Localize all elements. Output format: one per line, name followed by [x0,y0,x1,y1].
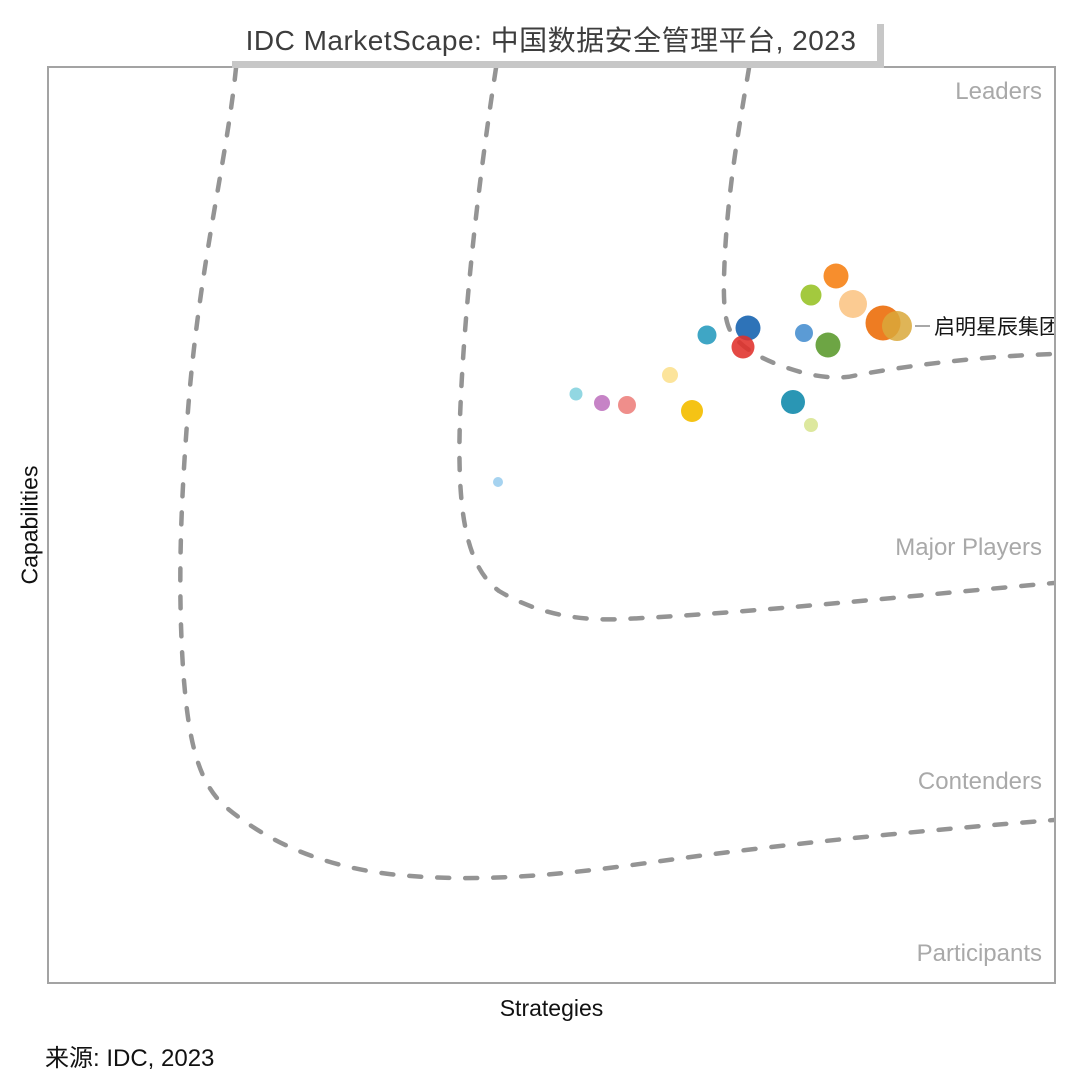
bubble [618,396,636,414]
boundary-major-players-leaders [721,68,1054,380]
bubble-layer [493,263,912,487]
region-boundaries [178,68,1054,881]
vendor-annotation: 启明星辰集团 [915,316,1054,339]
plot-area: Leaders Major Players Contenders Partici… [47,66,1056,984]
bubble [731,335,755,359]
chart-canvas: Leaders Major Players Contenders Partici… [178,68,1054,967]
bubble [697,325,717,345]
bubble [493,477,503,487]
bubble [569,387,583,401]
bubble [839,290,867,318]
source-note: 来源: IDC, 2023 [45,1045,215,1072]
bubble [804,418,818,432]
bubble [795,324,813,342]
bubble [800,284,822,306]
region-label-leaders: Leaders [955,78,1042,105]
y-axis-label: Capabilities [16,465,43,585]
region-label-participants: Participants [917,940,1042,967]
bubble [823,263,849,289]
x-axis-label: Strategies [499,995,604,1021]
bubble [594,395,610,411]
bubble [662,367,678,383]
bubble [681,400,703,422]
bubble [735,315,761,341]
boundary-participants-contenders [178,68,1054,881]
boundary-contenders-major-players [457,68,1054,622]
region-labels: Leaders Major Players Contenders Partici… [895,78,1042,967]
region-label-contenders: Contenders [918,768,1042,795]
chart-title: IDC MarketScape: 中国数据安全管理平台, 2023 [225,17,877,61]
chart-title-text: IDC MarketScape: 中国数据安全管理平台, 2023 [245,25,857,56]
vendor-label: 启明星辰集团 [934,316,1054,339]
bubble-启明星辰集团 [882,311,912,341]
region-label-major-players: Major Players [895,534,1042,561]
bubble [815,332,841,358]
bubble [781,390,805,414]
